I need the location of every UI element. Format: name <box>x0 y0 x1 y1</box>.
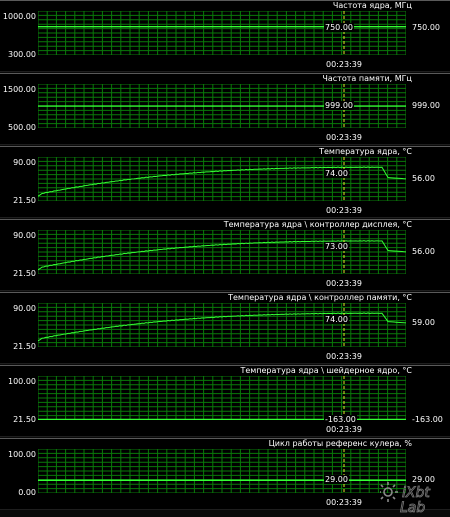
graph-title: Температура ядра \ контроллер памяти, °С <box>228 293 412 302</box>
timestamp-label: 00:23:39 <box>326 60 362 69</box>
cursor-value-label: -163.00 <box>324 415 357 424</box>
graph-panel: Температура ядра, °С 90.00 21.50 74.00 56.00… <box>0 146 450 218</box>
graph-plot-area <box>38 157 406 201</box>
graph-title: Температура ядра \ контроллер дисплея, °… <box>223 220 412 229</box>
graph-panel: Температура ядра \ контроллер дисплея, °… <box>0 219 450 291</box>
cursor-value-label: 74.00 <box>324 315 349 324</box>
y-axis-max-label: 1000.00 <box>2 12 36 21</box>
y-axis-max-label: 1500.00 <box>2 85 36 94</box>
graph-panel: Частота ядра, МГц 1000.00 300.00 750.00 750.… <box>0 0 450 72</box>
y-axis-min-label: 21.50 <box>13 269 36 278</box>
timestamp-label: 00:23:39 <box>326 133 362 142</box>
current-value-label: 56.00 <box>412 173 435 183</box>
graph-plot-area <box>38 449 406 493</box>
timestamp-label: 00:23:39 <box>326 425 362 434</box>
y-axis-min-label: 21.50 <box>13 415 36 424</box>
y-axis-min-label: 300.00 <box>8 50 36 59</box>
y-axis-max-label: 100.00 <box>8 450 36 459</box>
current-value-label: 29.00 <box>412 475 435 485</box>
series-line <box>38 312 406 342</box>
current-value-label: 999.00 <box>412 101 440 111</box>
current-value-label: 750.00 <box>412 23 440 32</box>
graph-title: Частота памяти, МГц <box>322 74 412 83</box>
graph-title: Температура ядра \ шейдерное ядро, °С <box>240 366 412 375</box>
y-axis-max-label: 90.00 <box>13 304 36 313</box>
graph-plot-area <box>38 376 406 420</box>
cursor-value-label: 73.00 <box>324 242 349 251</box>
graph-panel: Температура ядра \ контроллер памяти, °С… <box>0 292 450 364</box>
graph-plot-area <box>38 84 406 128</box>
y-axis-max-label: 90.00 <box>13 158 36 167</box>
graph-panel: Частота памяти, МГц 1500.00 500.00 999.00 99… <box>0 73 450 145</box>
graph-title: Температура ядра, °С <box>319 147 412 156</box>
current-value-label: -163.00 <box>412 415 443 424</box>
ixbt-logo: iXbt Lab <box>380 482 431 516</box>
graph-panel: Температура ядра \ шейдерное ядро, °С 100… <box>0 365 450 437</box>
graph-plot-area <box>38 303 406 347</box>
timestamp-label: 00:23:39 <box>326 498 362 507</box>
graph-plot-area <box>38 11 406 55</box>
y-axis-min-label: 21.50 <box>13 196 36 205</box>
y-axis-max-label: 90.00 <box>13 231 36 240</box>
current-value-label: 56.00 <box>412 246 435 256</box>
timestamp-label: 00:23:39 <box>326 279 362 288</box>
graph-plot-area <box>38 230 406 274</box>
cursor-value-label: 29.00 <box>324 475 349 485</box>
svg-text:Lab: Lab <box>400 500 425 516</box>
y-axis-max-label: 100.00 <box>8 377 36 386</box>
y-axis-min-label: 21.50 <box>13 342 36 351</box>
cursor-value-label: 999.00 <box>324 101 354 111</box>
timestamp-label: 00:23:39 <box>326 352 362 361</box>
series-line <box>38 166 406 197</box>
cursor-value-label: 74.00 <box>324 169 349 178</box>
graph-title: Частота ядра, МГц <box>332 1 412 10</box>
current-value-label: 59.00 <box>412 317 435 327</box>
cursor-value-label: 750.00 <box>324 23 354 32</box>
y-axis-min-label: 500.00 <box>8 123 36 132</box>
graph-panel: Цикл работы референс кулера, % 100.00 0.00… <box>0 438 450 510</box>
svg-text:iXbt: iXbt <box>402 485 430 501</box>
graph-title: Цикл работы референс кулера, % <box>268 439 412 448</box>
timestamp-label: 00:23:39 <box>326 206 362 215</box>
series-line <box>38 240 406 271</box>
y-axis-min-label: 0.00 <box>18 488 36 497</box>
